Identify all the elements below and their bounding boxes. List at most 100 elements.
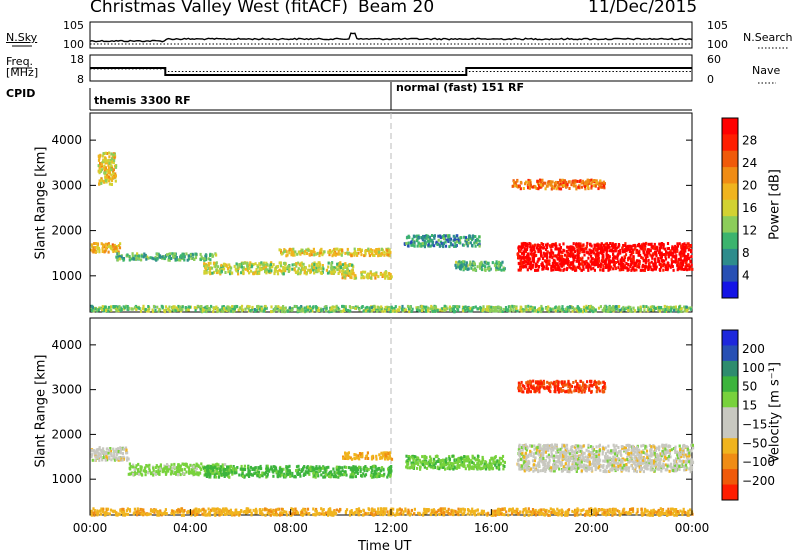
power-cell [626, 266, 629, 270]
power-cell [327, 250, 330, 254]
power-cell [526, 242, 529, 246]
velocity-cell [253, 468, 256, 472]
velocity-cell [503, 465, 506, 468]
power-cell [589, 242, 592, 246]
power-cell [377, 254, 380, 258]
power-cell [305, 272, 308, 276]
power-cell [405, 236, 409, 240]
power-cell [670, 260, 674, 264]
power-cell [624, 242, 627, 246]
power-cell [94, 246, 97, 249]
velocity-cell [361, 454, 364, 458]
velocity-cell [168, 467, 171, 471]
velocity-cell [318, 468, 321, 472]
velocity-cell [334, 473, 337, 477]
power-cell [330, 262, 333, 266]
velocity-cell [474, 465, 477, 468]
power-cell [483, 268, 486, 272]
power-cell [288, 251, 291, 255]
velocity-cell [350, 468, 353, 472]
freq-tick-18: 18 [70, 53, 84, 66]
power-cell [215, 253, 218, 257]
velocity-cell [471, 460, 474, 464]
power-cell [672, 260, 675, 264]
power-cell [206, 305, 209, 308]
velocity-cell [355, 470, 358, 474]
velocity-cell [375, 472, 378, 476]
power-cell [104, 247, 107, 251]
power-cell [312, 247, 315, 251]
power-cell [584, 182, 587, 186]
power-cell [118, 257, 121, 261]
power-cell [671, 265, 674, 268]
power-cell [595, 181, 598, 185]
power-cell [619, 248, 622, 252]
power-cell [107, 179, 110, 183]
power-cell [252, 272, 255, 276]
velocity-cell [257, 473, 260, 477]
power-cell [555, 183, 558, 187]
velocity-cell [270, 467, 273, 471]
power-cell [291, 267, 294, 271]
velocity-cell [463, 464, 466, 468]
power-cell [641, 265, 644, 269]
power-cell [556, 262, 559, 266]
power-cell [298, 251, 301, 255]
power-cell [629, 305, 632, 309]
power-cell [595, 247, 598, 251]
velocity-cell [388, 468, 391, 472]
velocity-cell [284, 474, 287, 478]
noise-sky-line [89, 32, 693, 43]
power-cell [388, 248, 391, 252]
velocity-cell [356, 472, 359, 475]
power-cell [689, 259, 692, 263]
velocity-cell [382, 451, 385, 455]
power-cell [505, 309, 509, 312]
power-cell [222, 264, 225, 268]
power-cell [159, 308, 162, 312]
power-cell [308, 305, 311, 309]
power-cell [251, 307, 254, 311]
power-cell [90, 248, 93, 252]
power-cell [322, 251, 325, 255]
power-cell [327, 265, 330, 269]
velocity-cell [462, 457, 465, 461]
power-cell [439, 244, 442, 248]
power-cell [345, 272, 348, 276]
power-cell [142, 304, 145, 308]
power-cell [636, 248, 639, 252]
velocity-cell [502, 467, 505, 471]
velocity-cell [98, 453, 101, 457]
power-cell [644, 256, 647, 260]
velocity-cell [332, 467, 335, 471]
power-cell [200, 255, 203, 259]
power-cell [228, 306, 231, 310]
velocity-cell [345, 457, 348, 460]
velocity-cell [471, 465, 474, 469]
power-cell [486, 306, 489, 310]
power-cell [532, 306, 535, 310]
velocity-cell [101, 450, 104, 454]
power-cell [179, 258, 182, 262]
velocity-cell [152, 466, 155, 470]
power-cell [367, 273, 370, 277]
power-cell [523, 259, 526, 263]
power-cell [358, 247, 361, 251]
power-cell [551, 184, 554, 188]
velocity-cell [119, 456, 122, 459]
power-cell [440, 242, 443, 245]
power-cell [333, 247, 336, 251]
power-cell [683, 247, 686, 251]
power-cell [358, 308, 361, 312]
velocity-cell [476, 458, 479, 462]
power-cell [479, 266, 482, 270]
power-cell [551, 244, 554, 248]
power-cell [561, 305, 564, 309]
power-cell [627, 309, 630, 313]
velocity-cell [198, 471, 201, 475]
power-cell [99, 162, 102, 165]
power-cell [354, 276, 358, 280]
power-cell [116, 247, 119, 251]
power-cell [541, 307, 544, 311]
velocity-cell [280, 473, 283, 477]
